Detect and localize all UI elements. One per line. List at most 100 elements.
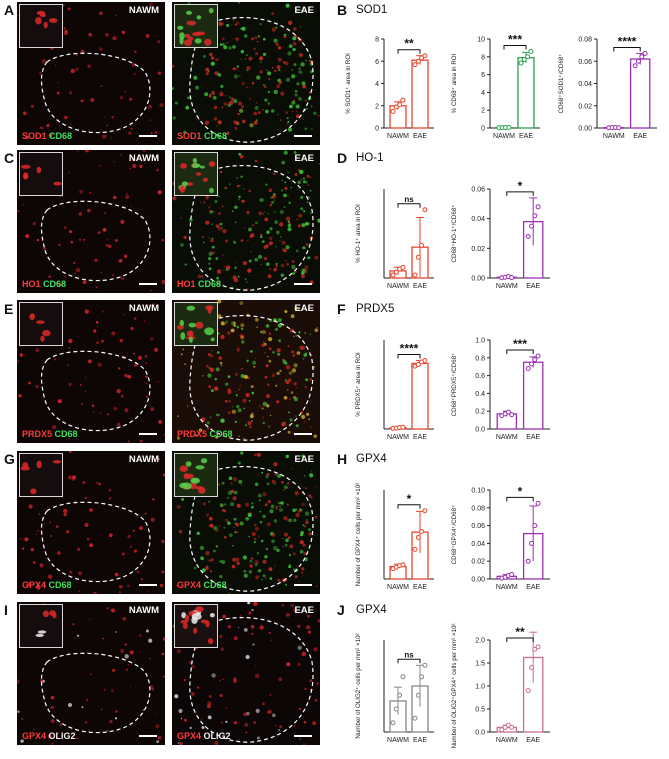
stain-legend: HO1 CD68: [22, 279, 66, 289]
data-point: [533, 524, 537, 528]
x-tick-label: EAE: [413, 584, 427, 591]
x-tick-label: NAWM: [387, 584, 409, 591]
bar: [631, 59, 650, 128]
y-tick-label: 0.10: [471, 488, 485, 495]
data-point: [401, 675, 405, 679]
data-point: [530, 666, 534, 670]
significance-label: ns: [404, 195, 414, 204]
data-point: [423, 358, 427, 362]
x-tick-label: EAE: [413, 133, 427, 140]
stain-legend: PRDX5 CD68: [22, 429, 78, 439]
y-tick-label: 0.4: [475, 391, 485, 398]
y-axis-label: CD68⁺SOD1⁺/CD68⁺: [558, 53, 565, 113]
x-tick-label: NAWM: [387, 434, 409, 441]
y-tick-label: 0.00: [471, 577, 485, 584]
panel-letter-h: H: [337, 451, 347, 467]
lesion-outline: [42, 201, 150, 280]
data-point: [510, 276, 514, 280]
data-point: [510, 573, 514, 577]
stain-label-second: CD68: [46, 580, 72, 590]
bar: [412, 60, 428, 128]
significance-label: *: [518, 179, 523, 193]
data-point: [423, 54, 427, 58]
y-tick-label: 1.0: [475, 684, 485, 691]
x-tick-label: EAE: [526, 737, 540, 744]
data-point: [526, 234, 530, 238]
x-tick-label: EAE: [633, 133, 647, 140]
data-point: [416, 535, 420, 539]
y-tick-label: 6: [375, 59, 379, 66]
tissue-tag-eae: EAE: [294, 303, 314, 314]
data-point: [394, 707, 398, 711]
y-tick-label: 8: [375, 37, 379, 44]
zoom-inset: [19, 453, 63, 497]
tissue-tag-eae: EAE: [294, 605, 314, 616]
data-point: [617, 126, 621, 130]
y-tick-label: 0.04: [471, 216, 485, 223]
data-point: [526, 55, 530, 59]
y-tick-label: 0.02: [578, 103, 592, 110]
x-tick-label: NAWM: [496, 584, 518, 591]
data-point: [536, 205, 540, 209]
scale-bar: [139, 433, 157, 435]
stain-label-second: CD68: [52, 429, 78, 439]
data-point: [640, 55, 644, 59]
stain-legend: PRDX5 CD68: [177, 429, 233, 439]
data-point: [633, 64, 637, 68]
panel-letter-e: E: [4, 301, 13, 317]
data-point: [519, 61, 523, 65]
y-tick-label: 0.08: [471, 505, 485, 512]
stain-label-second: CD68: [202, 131, 228, 141]
data-point: [510, 725, 514, 729]
lesion-outline: [42, 502, 150, 581]
significance-label: *: [518, 484, 523, 498]
data-point: [533, 358, 537, 362]
data-point: [398, 693, 402, 697]
y-tick-label: 0.06: [471, 523, 485, 530]
significance-label: **: [404, 37, 414, 51]
stain-label-second: CD68: [47, 131, 73, 141]
micrograph-e-nawm: NAWM PRDX5 CD68: [17, 300, 165, 443]
zoom-inset: [174, 4, 218, 48]
x-tick-label: EAE: [526, 434, 540, 441]
data-point: [536, 645, 540, 649]
tissue-tag-nawm: NAWM: [129, 303, 159, 314]
data-point: [536, 354, 540, 358]
x-tick-label: EAE: [413, 434, 427, 441]
x-tick-label: EAE: [526, 584, 540, 591]
panel-letter-d: D: [337, 150, 347, 166]
section-title-b: SOD1: [356, 4, 387, 16]
y-axis-label: Number of OLIG2⁺ cells per mm² ×10²: [355, 633, 362, 738]
zoom-inset: [174, 453, 218, 497]
stain-label-red: SOD1: [22, 131, 47, 141]
section-title-d: HO-1: [356, 152, 383, 164]
stain-label-red: GPX4: [22, 580, 46, 590]
data-point: [510, 413, 514, 417]
stain-label-second: CD68: [196, 279, 222, 289]
y-axis-label: % PRDX5⁺ area in ROI: [355, 352, 362, 417]
y-axis-label: CD68⁺PRDX5⁺/CD68⁺: [451, 353, 458, 417]
lesion-outline: [42, 351, 150, 430]
y-axis-label: Number of OLIG2⁺GPX4⁺ cells per mm² ×10²: [451, 624, 458, 749]
zoom-inset: [174, 302, 218, 346]
zoom-inset: [19, 302, 63, 346]
y-tick-label: 0.02: [471, 246, 485, 253]
significance-label: ***: [513, 337, 527, 351]
y-tick-label: 0.00: [578, 126, 592, 133]
stain-label-red: SOD1: [177, 131, 202, 141]
significance-label: ****: [400, 341, 419, 355]
stain-label-red: GPX4: [22, 731, 46, 741]
y-axis-label: % CD68⁺ area in ROI: [451, 53, 458, 113]
y-axis-label: % SOD1⁺ area in ROI: [345, 53, 352, 114]
stain-legend: GPX4 CD68: [177, 580, 227, 590]
